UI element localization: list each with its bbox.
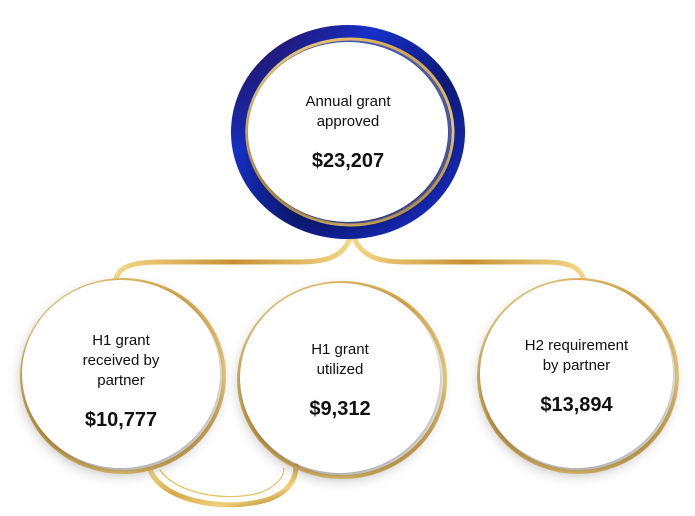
node-h2-requirement: H2 requirement by partner $13,894 — [480, 280, 673, 468]
node-value: $10,777 — [84, 408, 158, 431]
node-label: H1 grant utilized — [311, 340, 369, 378]
connector-right — [349, 229, 587, 285]
node-h1-grant-utilized: H1 grant utilized $9,312 — [240, 283, 440, 473]
node-value: $23,207 — [311, 149, 385, 172]
bottom-link-arc — [147, 463, 299, 508]
node-label: H2 requirement by partner — [524, 336, 629, 374]
node-label: H1 grant received by partner — [82, 331, 160, 389]
connector-left — [113, 229, 355, 285]
annual-gold-rim — [245, 37, 455, 227]
bottom-link-arc-inner — [159, 467, 285, 498]
node-annual-grant-approved: Annual grant approved $23,207 — [248, 42, 448, 222]
node-value: $9,312 — [309, 397, 371, 420]
node-label: Annual grant approved — [305, 92, 391, 130]
node-value: $13,894 — [540, 393, 613, 416]
node-h1-grant-received: H1 grant received by partner $10,777 — [22, 280, 220, 468]
annual-ring — [231, 25, 465, 239]
